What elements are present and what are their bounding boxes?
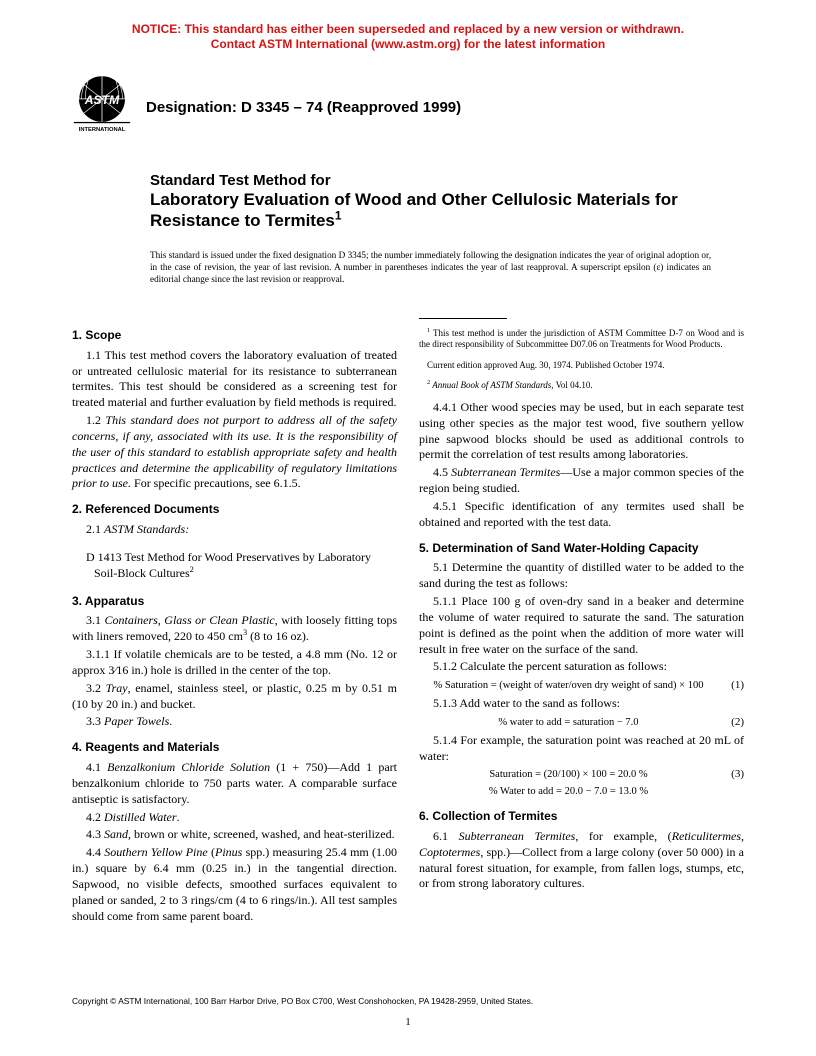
title-line1: Standard Test Method for (150, 172, 716, 189)
collection-p1b: Subterranean Termites (459, 829, 576, 843)
equation-1: % Saturation = (weight of water/oven dry… (419, 678, 744, 693)
issuance-note: This standard is issued under the fixed … (150, 250, 711, 286)
apparatus-p3a: 3.3 (86, 714, 104, 728)
equation-3: Saturation = (20/100) × 100 = 20.0 % (3) (419, 767, 744, 782)
reagents-p3c: , brown or white, screened, washed, and … (128, 827, 395, 841)
footnote-2a: Annual Book of ASTM Standards (430, 380, 551, 390)
sand-p11: 5.1.1 Place 100 g of oven-dry sand in a … (419, 594, 744, 657)
reagents-p4b: Southern Yellow Pine (104, 845, 207, 859)
collection-p1c: , for example, ( (575, 829, 671, 843)
apparatus-p2: 3.2 Tray, enamel, stainless steel, or pl… (72, 681, 397, 713)
reagents-p2a: 4.2 (86, 810, 104, 824)
reagents-p5a: 4.5 (433, 465, 451, 479)
equation-1-body: % Saturation = (weight of water/oven dry… (419, 679, 718, 693)
reagents-p4a: 4.4 (86, 845, 104, 859)
equation-2: % water to add = saturation − 7.0 (2) (419, 715, 744, 730)
apparatus-p1d: (8 to 16 oz). (247, 629, 309, 643)
apparatus-p1b: Containers, Glass or Clean Plastic (104, 613, 274, 627)
apparatus-p2b: Tray (106, 681, 128, 695)
scope-p1: 1.1 This test method covers the laborato… (72, 348, 397, 411)
reagents-p4: 4.4 Southern Yellow Pine (Pinus spp.) me… (72, 845, 397, 924)
reagents-p5: 4.5 Subterranean Termites—Use a major co… (419, 465, 744, 497)
equation-1-num: (1) (718, 678, 744, 693)
svg-text:ASTM: ASTM (84, 93, 120, 107)
footnote-1: 1 This test method is under the jurisdic… (419, 328, 744, 351)
reagents-p2b: Distilled Water (104, 810, 177, 824)
footnote-1b: Current edition approved Aug. 30, 1974. … (419, 360, 744, 371)
reagents-p41: 4.4.1 Other wood species may be used, bu… (419, 400, 744, 463)
reagents-p4d: Pinus (215, 845, 242, 859)
reagents-p4c: ( (208, 845, 215, 859)
reagents-p1b: Benzalkonium Chloride Solution (107, 760, 270, 774)
notice-line1: NOTICE: This standard has either been su… (132, 22, 684, 36)
reagents-head: 4. Reagents and Materials (72, 740, 397, 756)
collection-p1a: 6.1 (433, 829, 459, 843)
equation-2-num: (2) (718, 715, 744, 730)
equation-3-num: (3) (718, 767, 744, 782)
svg-text:INTERNATIONAL: INTERNATIONAL (79, 127, 126, 133)
header: ASTM INTERNATIONAL Designation: D 3345 –… (70, 72, 756, 136)
reagents-p51: 4.5.1 Specific identification of any ter… (419, 499, 744, 531)
scope-p2a: 1.2 (86, 413, 105, 427)
apparatus-p1: 3.1 Containers, Glass or Clean Plastic, … (72, 613, 397, 645)
notice-banner: NOTICE: This standard has either been su… (0, 22, 816, 52)
reagents-p1a: 4.1 (86, 760, 107, 774)
equation-4: % Water to add = 20.0 − 7.0 = 13.0 % (419, 785, 744, 799)
title-line2: Laboratory Evaluation of Wood and Other … (150, 189, 716, 232)
copyright: Copyright © ASTM International, 100 Barr… (72, 996, 533, 1006)
reagents-p2: 4.2 Distilled Water. (72, 810, 397, 826)
ref-p1b: ASTM Standards: (104, 522, 189, 536)
sand-p13: 5.1.3 Add water to the sand as follows: (419, 696, 744, 712)
footnote-block: 1 This test method is under the jurisdic… (419, 318, 744, 391)
designation: Designation: D 3345 – 74 (Reapproved 199… (146, 93, 461, 116)
apparatus-p1a: 3.1 (86, 613, 104, 627)
reagents-p2c: . (177, 810, 180, 824)
body-columns: 1. Scope 1.1 This test method covers the… (72, 318, 744, 976)
reagents-p3b: Sand (104, 827, 128, 841)
ref-p1a: 2.1 (86, 522, 104, 536)
collection-head: 6. Collection of Termites (419, 809, 744, 825)
notice-line2: Contact ASTM International (www.astm.org… (211, 37, 605, 51)
footnote-2b: , Vol 04.10. (551, 380, 592, 390)
scope-head: 1. Scope (72, 328, 397, 344)
reagents-p5b: Subterranean Termites (451, 465, 560, 479)
ref-item-text: D 1413 Test Method for Wood Preservative… (86, 550, 371, 580)
ref-item: D 1413 Test Method for Wood Preservative… (86, 550, 397, 582)
ref-p1: 2.1 ASTM Standards: (72, 522, 397, 538)
sand-p14: 5.1.4 For example, the saturation point … (419, 733, 744, 765)
reagents-p3a: 4.3 (86, 827, 104, 841)
apparatus-p2a: 3.2 (86, 681, 106, 695)
sand-head: 5. Determination of Sand Water-Holding C… (419, 541, 744, 557)
reagents-p3: 4.3 Sand, brown or white, screened, wash… (72, 827, 397, 843)
footnote-2: 2 Annual Book of ASTM Standards, Vol 04.… (419, 380, 744, 391)
equation-4-body: % Water to add = 20.0 − 7.0 = 13.0 % (419, 785, 718, 799)
equation-2-body: % water to add = saturation − 7.0 (419, 716, 718, 730)
ref-item-sup: 2 (190, 565, 194, 574)
title-sup: 1 (335, 209, 342, 223)
apparatus-p3c: . (169, 714, 172, 728)
footnote-rule (419, 318, 507, 319)
title-line2-text: Laboratory Evaluation of Wood and Other … (150, 190, 678, 230)
astm-logo-icon: ASTM INTERNATIONAL (70, 72, 134, 136)
reagents-p1: 4.1 Benzalkonium Chloride Solution (1 + … (72, 760, 397, 807)
ref-head: 2. Referenced Documents (72, 502, 397, 518)
scope-p2: 1.2 This standard does not purport to ad… (72, 413, 397, 492)
sand-p12: 5.1.2 Calculate the percent saturation a… (419, 659, 744, 675)
scope-p2c: For specific precautions, see 6.1.5. (131, 476, 301, 490)
equation-3-body: Saturation = (20/100) × 100 = 20.0 % (419, 768, 718, 782)
title-block: Standard Test Method for Laboratory Eval… (150, 172, 716, 232)
footnote-1-text: This test method is under the jurisdicti… (419, 328, 744, 349)
collection-p1: 6.1 Subterranean Termites, for example, … (419, 829, 744, 892)
sand-p1: 5.1 Determine the quantity of distilled … (419, 560, 744, 592)
apparatus-p3b: Paper Towels (104, 714, 169, 728)
apparatus-p11: 3.1.1 If volatile chemicals are to be te… (72, 647, 397, 679)
page-number: 1 (0, 1016, 816, 1028)
apparatus-p3: 3.3 Paper Towels. (72, 714, 397, 730)
apparatus-head: 3. Apparatus (72, 594, 397, 610)
